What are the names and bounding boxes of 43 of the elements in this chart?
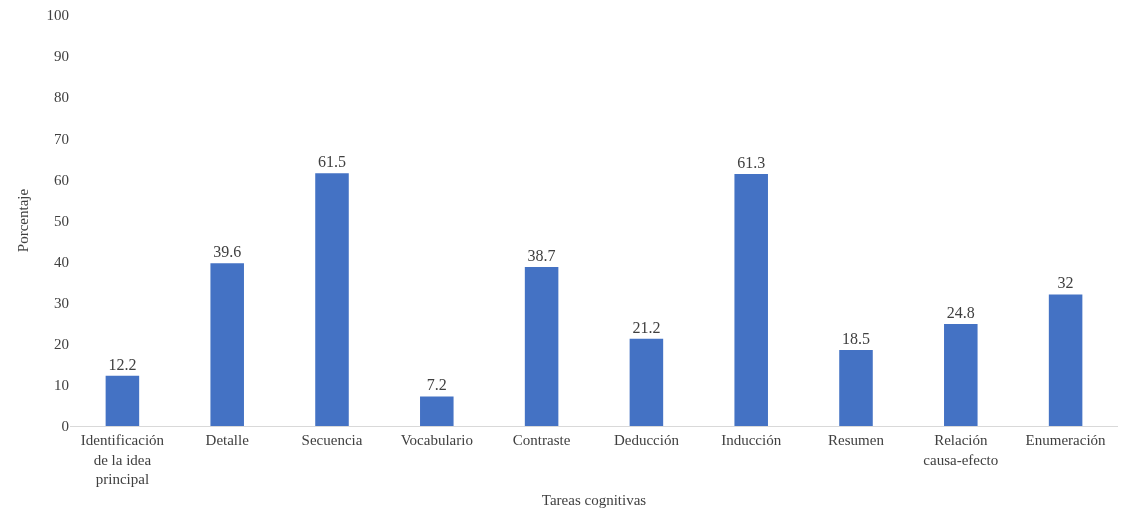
data-label: 32 xyxy=(1057,274,1074,292)
data-label: 61.5 xyxy=(318,153,346,171)
data-label: 61.3 xyxy=(737,154,766,172)
data-label: 39.6 xyxy=(213,243,242,261)
data-label: 38.7 xyxy=(527,246,556,264)
x-axis-title: Tareas cognitivas xyxy=(541,492,647,508)
bar xyxy=(420,396,454,426)
bar xyxy=(105,375,140,426)
data-label: 24.8 xyxy=(946,304,975,322)
y-tick-label: 10 xyxy=(54,377,69,394)
data-label: 12.2 xyxy=(108,355,137,373)
x-tick-label: Resumen xyxy=(828,432,885,448)
bar xyxy=(629,338,664,426)
y-tick-label: 50 xyxy=(54,212,69,229)
y-tick-label: 0 xyxy=(61,418,69,435)
x-tick-label: Deducción xyxy=(613,432,680,448)
y-tick-label: 30 xyxy=(54,294,69,311)
x-tick-label: Contraste xyxy=(512,432,571,448)
x-tick-label: Detalle xyxy=(205,432,250,448)
bar xyxy=(1048,294,1083,426)
bar xyxy=(839,349,873,426)
x-tick-label: Relación causa-efecto xyxy=(923,432,999,468)
bar xyxy=(210,263,244,426)
y-tick-label: 40 xyxy=(54,253,69,270)
data-label: 7.2 xyxy=(426,376,447,394)
y-tick-label: 100 xyxy=(46,7,69,24)
x-tick-label: Vocabulario xyxy=(400,432,473,448)
y-tick-label: 80 xyxy=(54,89,69,106)
bar xyxy=(524,266,559,426)
x-tick-label: Secuencia xyxy=(301,432,363,448)
data-label: 18.5 xyxy=(842,329,870,347)
bar xyxy=(944,324,978,426)
y-tick-label: 20 xyxy=(54,336,69,353)
data-label: 21.2 xyxy=(632,318,661,336)
y-tick-label: 90 xyxy=(54,48,69,65)
y-tick-label: 60 xyxy=(54,171,69,188)
x-tick-label: Enumeración xyxy=(1025,432,1107,448)
bar xyxy=(315,173,349,426)
bar xyxy=(734,174,768,426)
x-tick-label: Inducción xyxy=(721,432,782,448)
y-tick-label: 70 xyxy=(54,130,69,147)
y-axis-title: Porcentaje xyxy=(14,188,31,253)
x-tick-label: Identificación de la idea principal xyxy=(80,432,165,487)
